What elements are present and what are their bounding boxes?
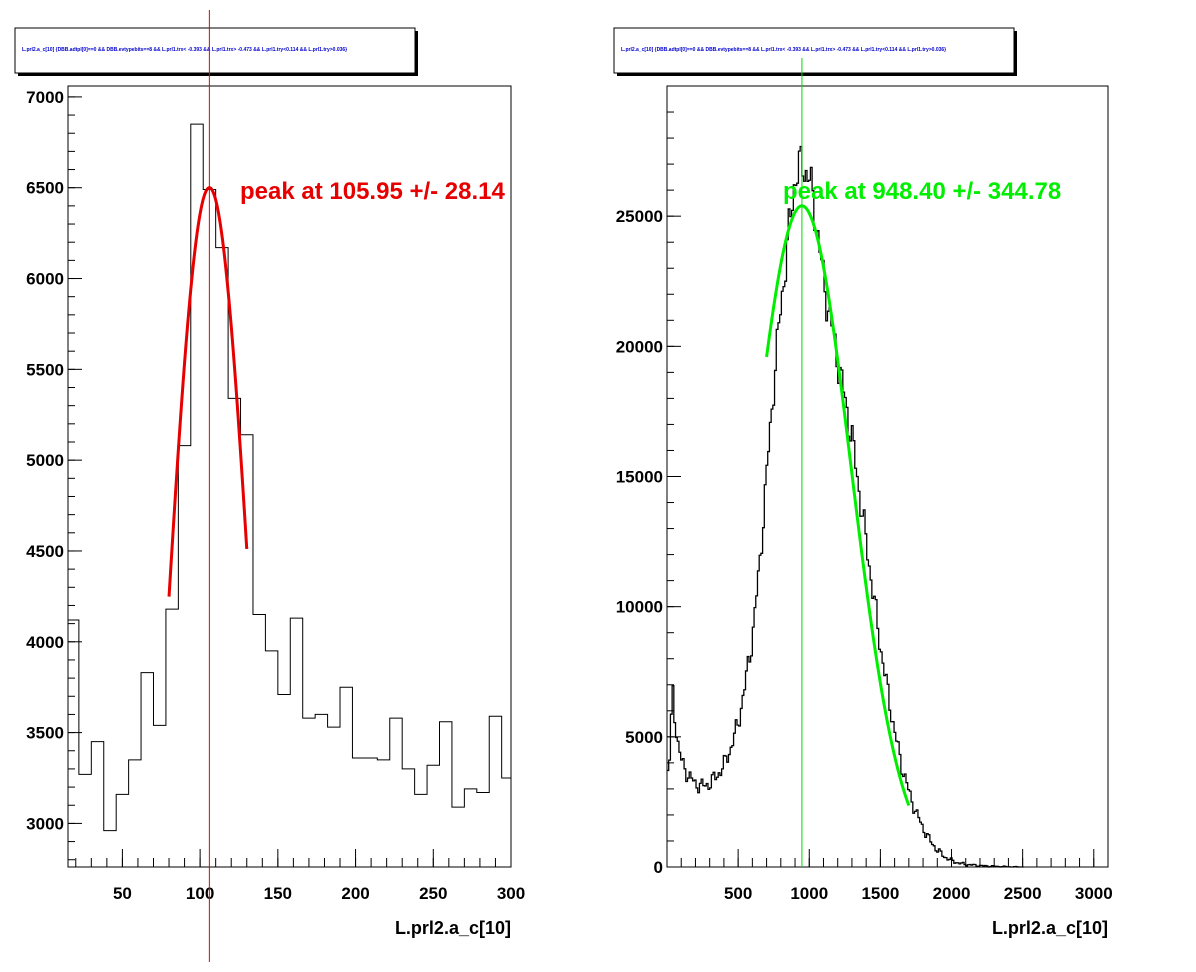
left-x-axis: 50 100 150 200 250 300 <box>75 849 525 903</box>
left-title-text: L.prl2.a_c[10] {DBB.adtpl[0]==0 && DBB.e… <box>22 47 347 53</box>
right-y-tick-label: 0 <box>654 858 663 877</box>
left-x-tick-label: 100 <box>186 884 214 903</box>
right-x-tick-label: 1500 <box>861 884 899 903</box>
left-x-tick-label: 50 <box>113 884 132 903</box>
left-y-tick-label: 5000 <box>26 451 64 470</box>
left-histogram <box>68 123 511 832</box>
left-y-tick-label: 4500 <box>26 542 64 561</box>
left-y-tick-label: 3500 <box>26 724 64 743</box>
right-x-tick-label: 500 <box>724 884 752 903</box>
left-y-axis: 3000 3500 4000 4500 5000 5500 6000 6500 7000 <box>26 88 82 861</box>
right-title-text: L.prl2.a_c[10] {DBB.adtpl[0]==0 && DBB.e… <box>621 47 946 53</box>
right-y-tick-label: 5000 <box>625 728 663 747</box>
right-panel: L.prl2.a_c[10] {DBB.adtpl[0]==0 && DBB.e… <box>613 27 1113 938</box>
left-x-tick-label: 250 <box>419 884 447 903</box>
left-y-tick-label: 6500 <box>26 179 64 198</box>
left-title-box <box>14 27 416 74</box>
left-x-tick-label: 300 <box>497 884 525 903</box>
left-y-tick-label: 5500 <box>26 360 64 379</box>
right-x-axis: 500 1000 1500 2000 2500 3000 <box>666 849 1113 903</box>
right-x-axis-title: L.prl2.a_c[10] <box>992 918 1108 938</box>
right-x-tick-label: 2000 <box>933 884 971 903</box>
left-frame <box>67 85 512 868</box>
left-peak-annotation: peak at 105.95 +/- 28.14 <box>240 178 506 205</box>
left-y-tick-label: 4000 <box>26 633 64 652</box>
right-x-tick-label: 2500 <box>1004 884 1042 903</box>
left-fit-curve <box>167 186 249 597</box>
right-y-tick-label: 15000 <box>616 468 663 487</box>
right-y-tick-label: 20000 <box>616 337 663 356</box>
right-histogram <box>667 145 1024 868</box>
left-y-tick-label: 3000 <box>26 814 64 833</box>
left-x-tick-label: 200 <box>341 884 369 903</box>
right-x-tick-label: 1000 <box>790 884 828 903</box>
right-title-box <box>613 27 1015 74</box>
left-x-tick-label: 150 <box>264 884 292 903</box>
left-panel: L.prl2.a_c[10] {DBB.adtpl[0]==0 && DBB.e… <box>14 10 525 962</box>
left-y-tick-label: 7000 <box>26 88 64 107</box>
left-y-tick-label: 6000 <box>26 270 64 289</box>
right-y-tick-label: 10000 <box>616 598 663 617</box>
right-peak-annotation: peak at 948.40 +/- 344.78 <box>783 178 1061 205</box>
right-fit-curve <box>765 204 911 807</box>
right-x-tick-label: 3000 <box>1075 884 1113 903</box>
right-y-tick-label: 25000 <box>616 207 663 226</box>
left-x-axis-title: L.prl2.a_c[10] <box>395 918 511 938</box>
right-y-axis: 0 5000 10000 15000 20000 25000 <box>616 85 681 877</box>
